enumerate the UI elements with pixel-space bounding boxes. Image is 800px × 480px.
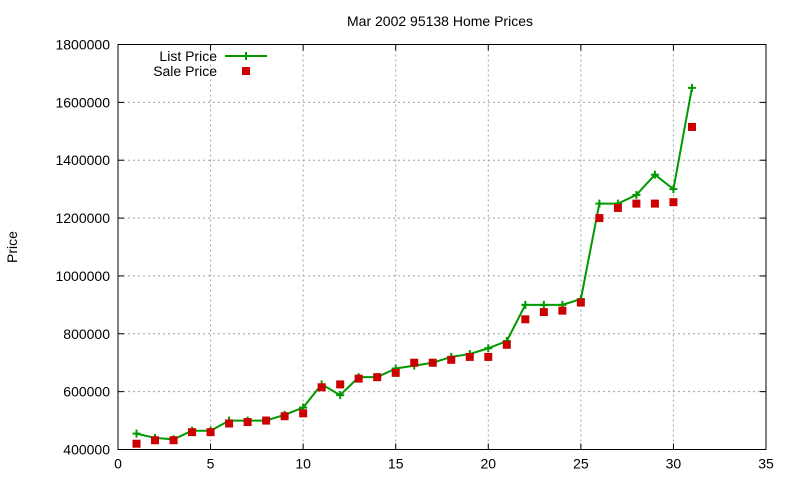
x-tick-label: 20 <box>480 456 496 472</box>
sale-price-point <box>595 214 604 223</box>
x-tick-label: 35 <box>758 456 774 472</box>
list-price-point <box>595 199 604 208</box>
x-tick-label: 25 <box>573 456 589 472</box>
sale-price-point <box>132 439 141 448</box>
sale-price-point <box>206 428 215 437</box>
sale-price-point <box>391 368 400 377</box>
list-price-point <box>632 190 641 199</box>
sale-price-point <box>299 409 308 418</box>
sale-price-point <box>169 436 178 445</box>
plot-frame <box>117 44 767 450</box>
list-price-point <box>650 170 659 179</box>
grid <box>118 44 766 450</box>
sale-price-point <box>502 340 511 349</box>
sale-price-point <box>632 199 641 208</box>
sale-price-point <box>262 416 271 425</box>
y-tick-label: 1600000 <box>55 94 110 110</box>
sale-price-point <box>558 306 567 315</box>
sale-price-point <box>373 373 382 382</box>
axis-ticks: 0 5 10 15 20 25 30 35 400000 600000 800000 1000000 1… <box>55 37 774 472</box>
series <box>132 83 696 448</box>
legend-label-list-price: List Price <box>159 48 217 64</box>
series-sale-price <box>132 122 696 448</box>
sale-price-point <box>151 436 160 445</box>
sale-price-point <box>521 315 530 324</box>
list-price-point <box>484 344 493 353</box>
sale-price-point <box>650 199 659 208</box>
sale-price-point <box>280 412 289 421</box>
sale-price-point <box>669 198 678 207</box>
list-price-point <box>687 83 696 92</box>
sale-price-point <box>465 352 474 361</box>
x-tick-label: 0 <box>114 456 122 472</box>
y-tick-label: 1000000 <box>55 268 110 284</box>
chart-title: Mar 2002 95138 Home Prices <box>347 13 533 29</box>
sale-price-point <box>354 374 363 383</box>
y-tick-label: 1800000 <box>55 37 110 53</box>
sale-price-point <box>447 355 456 364</box>
sale-price-point <box>613 203 622 212</box>
list-price-point <box>132 429 141 438</box>
y-tick-label: 800000 <box>63 326 110 342</box>
sale-price-point <box>317 383 326 392</box>
sale-price-point <box>428 358 437 367</box>
y-tick-label: 1200000 <box>55 210 110 226</box>
legend-marker-sale-price <box>242 67 250 75</box>
sale-price-point <box>576 298 585 307</box>
sale-price-point <box>687 122 696 131</box>
list-price-point <box>669 185 678 194</box>
x-tick-label: 10 <box>295 456 311 472</box>
legend-label-sale-price: Sale Price <box>153 63 217 79</box>
sale-price-point <box>188 428 197 437</box>
y-tick-label: 1400000 <box>55 152 110 168</box>
list-price-point <box>521 300 530 309</box>
sale-price-point <box>410 358 419 367</box>
sale-price-point <box>225 419 234 428</box>
y-tick-label: 400000 <box>63 442 110 458</box>
sale-price-point <box>539 308 548 317</box>
list-price-point <box>336 391 345 400</box>
legend-marker-list-price <box>242 52 250 60</box>
x-tick-label: 30 <box>666 456 682 472</box>
x-tick-label: 5 <box>207 456 215 472</box>
x-tick-label: 15 <box>388 456 404 472</box>
list-price-point <box>539 300 548 309</box>
sale-price-point <box>484 352 493 361</box>
y-tick-label: 600000 <box>63 384 110 400</box>
sale-price-point <box>336 380 345 389</box>
y-axis-label: Price <box>4 231 20 263</box>
sale-price-point <box>243 418 252 427</box>
